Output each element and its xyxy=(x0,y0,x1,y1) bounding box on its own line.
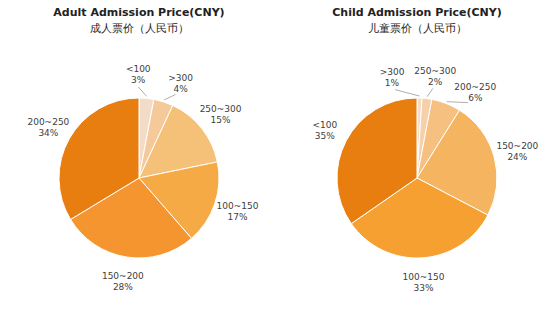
data-label: 1% xyxy=(385,78,400,88)
slice-label: >300 xyxy=(380,67,405,77)
leader-line xyxy=(138,87,146,96)
data-label: 34% xyxy=(38,128,58,138)
slice-label: <100 xyxy=(312,120,337,130)
data-label: 28% xyxy=(113,282,133,292)
subtitle: 儿童票价（人民币） xyxy=(368,22,467,35)
title: Child Admission Price(CNY) xyxy=(332,6,501,19)
leader-line xyxy=(427,88,433,96)
slice-label: 100~150 xyxy=(403,272,445,282)
slice-label: <100 xyxy=(126,64,151,74)
data-label: 15% xyxy=(211,115,231,125)
leader-line xyxy=(164,95,175,100)
title: Adult Admission Price(CNY) xyxy=(53,6,224,19)
slice-label: 200~250 xyxy=(27,117,69,127)
data-label: 6% xyxy=(468,93,483,103)
data-label: 35% xyxy=(315,131,335,141)
data-label: 17% xyxy=(227,212,247,222)
slice-label: >300 xyxy=(168,73,193,83)
chart-canvas: Adult Admission Price(CNY)成人票价（人民币）<1003… xyxy=(0,0,556,316)
slice-label: 200~250 xyxy=(454,82,496,92)
pie-panel: Adult Admission Price(CNY)成人票价（人民币）<1003… xyxy=(27,6,258,292)
data-label: 3% xyxy=(131,75,146,85)
pie-slice xyxy=(337,98,417,224)
slice-label: 250~300 xyxy=(200,104,242,114)
slice-label: 100~150 xyxy=(217,201,259,211)
slice-label: 250~300 xyxy=(414,66,456,76)
data-label: 24% xyxy=(507,152,527,162)
leader-line xyxy=(395,90,419,96)
slice-label: 150~200 xyxy=(102,271,144,281)
leader-line xyxy=(447,101,468,103)
pie-panel: Child Admission Price(CNY)儿童票价（人民币）>3001… xyxy=(312,6,538,293)
data-label: 2% xyxy=(428,77,443,87)
subtitle: 成人票价（人民币） xyxy=(90,22,189,35)
slice-label: 150~200 xyxy=(496,141,538,151)
data-label: 4% xyxy=(173,84,188,94)
pie-slice xyxy=(59,98,139,219)
data-label: 33% xyxy=(413,283,433,293)
